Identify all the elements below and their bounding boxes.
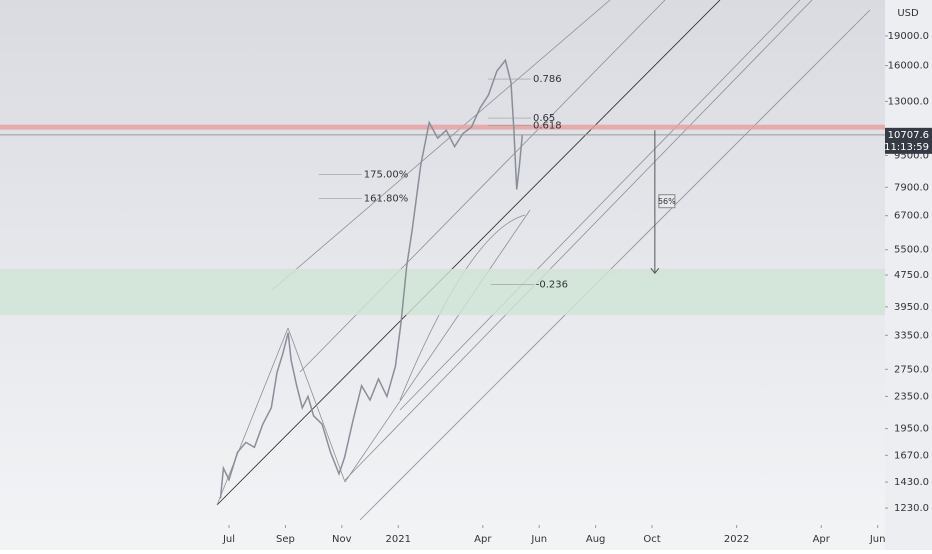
annotation: 0.618	[533, 121, 562, 132]
x-tick-label: 2022	[724, 534, 749, 545]
measure-box	[658, 194, 676, 209]
x-tick-label: Jun	[869, 534, 886, 545]
x-tick-label: Sep	[276, 534, 295, 545]
x-tick-label: Aug	[586, 534, 606, 545]
y-tick-label: 9500.0	[894, 150, 929, 161]
zone	[0, 268, 885, 316]
y-tick-label: 2750.0	[894, 364, 929, 375]
y-tick-label: 1230.0	[894, 503, 929, 514]
y-tick-label: 1670.0	[894, 450, 929, 461]
x-tick-label: Apr	[813, 534, 831, 545]
price-axis	[885, 0, 932, 550]
y-tick-label: 5500.0	[894, 245, 929, 256]
annotation: 0.786	[533, 74, 562, 85]
y-tick-label: 1430.0	[894, 477, 929, 488]
y-tick-label: 13000.0	[888, 96, 929, 107]
y-tick-label: 19000.0	[888, 31, 929, 42]
annotation: -0.236	[536, 279, 568, 290]
y-tick-label: 2350.0	[894, 391, 929, 402]
x-tick-label: Jul	[222, 534, 235, 545]
x-tick-label: Oct	[643, 534, 660, 545]
currency: USD	[897, 8, 919, 19]
x-tick-label: Nov	[332, 534, 352, 545]
price-badge-value: 10707.6	[888, 130, 929, 141]
measure-label: 56%	[658, 197, 676, 206]
annotation: 0.65	[533, 113, 555, 124]
price-badge	[885, 127, 932, 154]
y-tick-label: 3350.0	[894, 330, 929, 341]
y-tick-label: 7900.0	[894, 182, 929, 193]
y-tick-label: 3950.0	[894, 302, 929, 313]
annotation: 161.80%	[364, 194, 409, 205]
y-tick-label: 16000.0	[888, 61, 929, 72]
y-tick-label: 6700.0	[894, 211, 929, 222]
x-tick-label: Apr	[474, 534, 492, 545]
y-tick-label: 4750.0	[894, 270, 929, 281]
price-badge-time: 11:13:59	[884, 142, 929, 153]
annotation: 175.00%	[364, 170, 409, 181]
x-tick-label: 2021	[385, 534, 410, 545]
y-tick-label: 1950.0	[894, 424, 929, 435]
time-axis	[0, 525, 885, 550]
price-line	[219, 58, 524, 499]
arrow-head	[650, 267, 660, 275]
channel-lines	[216, 0, 871, 521]
x-tick-label: Jun	[530, 534, 547, 545]
